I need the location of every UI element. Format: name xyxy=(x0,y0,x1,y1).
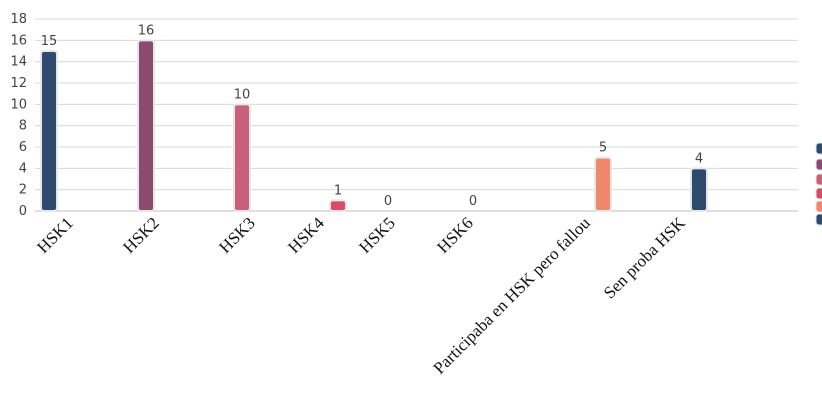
legend-swatch xyxy=(815,187,822,200)
data-label: 1 xyxy=(334,183,342,198)
y-tick-label: 6 xyxy=(19,140,27,155)
legend-swatch xyxy=(815,213,822,226)
bar xyxy=(137,39,155,213)
x-tick-label: HSK5 xyxy=(355,213,398,256)
y-tick-label: 0 xyxy=(19,204,27,219)
bar xyxy=(329,199,347,212)
gridlines xyxy=(35,18,798,212)
legend-swatch xyxy=(815,142,822,155)
x-tick-label: HSK1 xyxy=(33,213,76,256)
legend-swatch xyxy=(815,158,822,171)
x-tick-label: Sen proba HSK xyxy=(600,213,689,302)
y-tick-label: 8 xyxy=(19,119,27,134)
data-label: 5 xyxy=(599,141,607,156)
x-tick-label: HSK6 xyxy=(433,213,476,256)
bars xyxy=(40,39,708,213)
bar xyxy=(594,156,612,213)
data-label: 4 xyxy=(695,151,703,166)
x-tick-label: HSK4 xyxy=(284,213,328,257)
legend-swatch xyxy=(815,200,822,213)
y-tick-label: 12 xyxy=(10,76,27,91)
data-label: 0 xyxy=(384,194,392,209)
y-tick-label: 2 xyxy=(19,183,27,198)
x-tick-label: HSK3 xyxy=(215,213,258,256)
y-tick-label: 18 xyxy=(10,12,27,27)
bar xyxy=(40,50,58,212)
data-label: 0 xyxy=(469,194,477,209)
y-tick-label: 16 xyxy=(10,33,27,48)
legend xyxy=(815,142,822,226)
data-label: 15 xyxy=(41,34,58,49)
y-tick-label: 10 xyxy=(10,97,27,112)
data-label: 10 xyxy=(234,87,251,102)
bar xyxy=(690,167,708,212)
y-tick-label: 14 xyxy=(10,55,27,70)
y-tick-label: 4 xyxy=(19,161,27,176)
y-axis: 0 2 4 6 8 10 12 14 16 18 xyxy=(10,12,27,219)
data-label: 16 xyxy=(138,23,155,38)
x-tick-label: HSK2 xyxy=(119,213,162,256)
bar xyxy=(233,103,251,212)
legend-swatch xyxy=(815,173,822,186)
